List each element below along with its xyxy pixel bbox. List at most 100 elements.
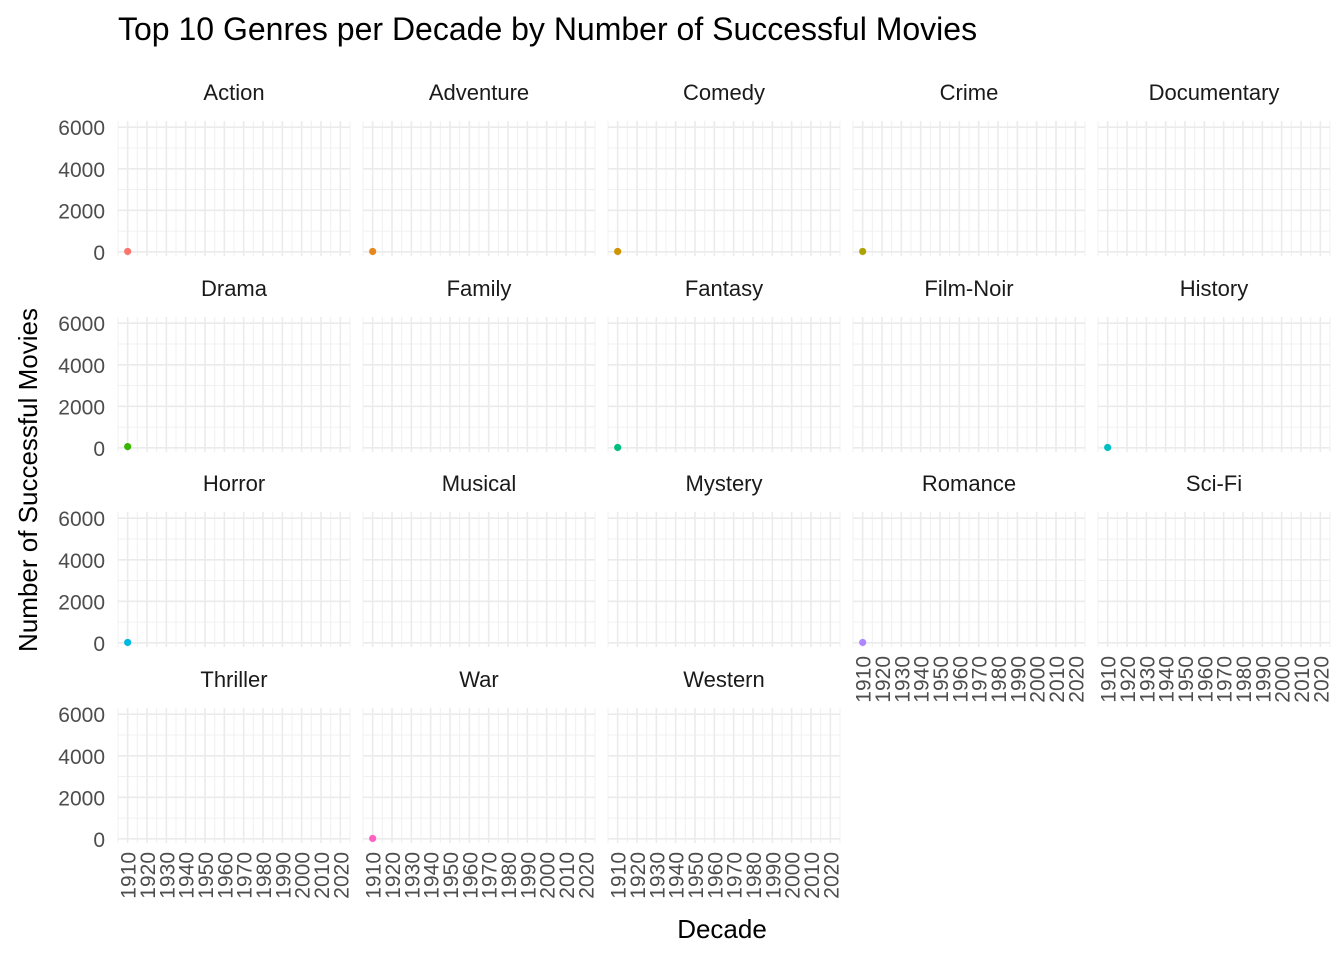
- x-tick-label: 1980: [253, 852, 276, 899]
- x-tick-label: 2020: [1065, 656, 1088, 703]
- facet-panel-thriller: Thriller 0 2000 4000 6000 1910192019301940195…: [58, 667, 353, 899]
- x-tick-label: 1910: [608, 852, 631, 899]
- facet-label: Crime: [940, 80, 999, 105]
- facet-panel-drama: Drama 0 2000 4000 6000: [58, 276, 351, 461]
- x-tick-label: 1980: [1233, 656, 1256, 703]
- data-point-history: [1104, 443, 1112, 452]
- chart-title: Top 10 Genres per Decade by Number of Su…: [118, 11, 977, 47]
- x-tick-label: 1970: [724, 852, 747, 899]
- x-tick-label: 1950: [930, 656, 953, 703]
- facet-label: Thriller: [200, 667, 267, 692]
- x-tick-label: 1970: [969, 656, 992, 703]
- x-tick-label: 1990: [272, 852, 295, 899]
- x-tick-label: 1970: [234, 852, 257, 899]
- data-point-drama: [124, 443, 132, 451]
- x-tick-label: 1910: [363, 852, 386, 899]
- y-tick-label: 6000: [58, 313, 105, 336]
- data-point-romance: [859, 638, 867, 647]
- x-tick-label: 1950: [195, 852, 218, 899]
- x-tick-label: 1920: [137, 852, 160, 899]
- facet-label: Comedy: [683, 80, 765, 105]
- x-tick-label: 1910: [118, 852, 141, 899]
- x-tick-label: 1910: [853, 656, 876, 703]
- y-tick-label: 0: [93, 438, 105, 461]
- y-tick-label: 4000: [58, 746, 105, 769]
- facet-panel-war: War1910192019301940195019601970198019902…: [362, 667, 598, 899]
- x-tick-label: 1960: [459, 852, 482, 899]
- x-tick-label: 2000: [292, 852, 315, 899]
- y-tick-label: 6000: [58, 704, 105, 727]
- y-tick-label: 4000: [58, 550, 105, 573]
- x-tick-label: 1930: [1136, 656, 1159, 703]
- x-tick-label: 1960: [949, 656, 972, 703]
- x-tick-label: 1960: [214, 852, 237, 899]
- x-tick-label: 1950: [1175, 656, 1198, 703]
- x-tick-label: 1950: [440, 852, 463, 899]
- x-tick-label: 2010: [1046, 656, 1069, 703]
- x-tick-label: 1970: [479, 852, 502, 899]
- y-tick-label: 0: [93, 633, 105, 656]
- facet-label: Western: [683, 667, 765, 692]
- x-tick-label: 1930: [156, 852, 179, 899]
- facet-label: Action: [203, 80, 264, 105]
- facet-label: Mystery: [686, 471, 763, 496]
- x-tick-label: 2020: [330, 852, 353, 899]
- x-tick-label: 1990: [1252, 656, 1275, 703]
- facet-label: Film-Noir: [924, 276, 1013, 301]
- x-tick-label: 1920: [872, 656, 895, 703]
- facet-panels: Action 0 2000 4000 6000 Adventure Comedy Crime D…: [58, 80, 1333, 899]
- x-tick-label: 2010: [1291, 656, 1314, 703]
- y-tick-label: 0: [93, 829, 105, 852]
- x-tick-label: 2010: [556, 852, 579, 899]
- data-point-fantasy: [614, 443, 622, 452]
- x-tick-label: 2020: [1310, 656, 1333, 703]
- facet-panel-family: Family: [362, 276, 596, 452]
- facet-panel-crime: Crime: [852, 80, 1086, 256]
- y-tick-label: 2000: [58, 200, 105, 223]
- x-tick-label: 2010: [801, 852, 824, 899]
- facet-label: Documentary: [1149, 80, 1280, 105]
- x-tick-label: 1980: [988, 656, 1011, 703]
- y-tick-label: 2000: [58, 396, 105, 419]
- x-tick-label: 1980: [743, 852, 766, 899]
- y-tick-label: 4000: [58, 355, 105, 378]
- facet-panel-documentary: Documentary: [1097, 80, 1331, 256]
- x-tick-label: 1970: [1214, 656, 1237, 703]
- x-tick-label: 1920: [1117, 656, 1140, 703]
- x-tick-label: 2020: [575, 852, 598, 899]
- x-tick-label: 1940: [666, 852, 689, 899]
- x-tick-label: 1930: [891, 656, 914, 703]
- data-point-war: [369, 834, 377, 843]
- data-point-crime: [859, 247, 867, 256]
- x-tick-label: 1940: [421, 852, 444, 899]
- y-tick-label: 2000: [58, 787, 105, 810]
- x-tick-label: 1920: [627, 852, 650, 899]
- facet-label: Romance: [922, 471, 1016, 496]
- x-tick-label: 1910: [1098, 656, 1121, 703]
- x-axis-title: Decade: [677, 914, 767, 944]
- x-tick-label: 1960: [1194, 656, 1217, 703]
- data-point-horror: [124, 638, 132, 647]
- facet-label: Horror: [203, 471, 265, 496]
- facet-label: War: [459, 667, 499, 692]
- facet-label: Family: [447, 276, 512, 301]
- y-axis-title: Number of Successful Movies: [13, 308, 43, 652]
- x-tick-label: 2000: [1272, 656, 1295, 703]
- facet-panel-comedy: Comedy: [607, 80, 841, 256]
- y-tick-label: 6000: [58, 508, 105, 531]
- x-tick-label: 1940: [911, 656, 934, 703]
- x-tick-label: 1960: [704, 852, 727, 899]
- y-tick-label: 2000: [58, 591, 105, 614]
- facet-panel-mystery: Mystery: [607, 471, 841, 647]
- y-tick-label: 6000: [58, 117, 105, 140]
- facet-panel-history: History: [1097, 276, 1331, 452]
- facet-panel-horror: Horror 0 2000 4000 6000: [58, 471, 351, 656]
- x-tick-label: 2020: [820, 852, 843, 899]
- x-tick-label: 2000: [537, 852, 560, 899]
- facet-panel-musical: Musical: [362, 471, 596, 647]
- facet-label: History: [1180, 276, 1248, 301]
- x-tick-label: 1990: [1007, 656, 1030, 703]
- facet-label: Musical: [442, 471, 517, 496]
- x-tick-label: 2000: [782, 852, 805, 899]
